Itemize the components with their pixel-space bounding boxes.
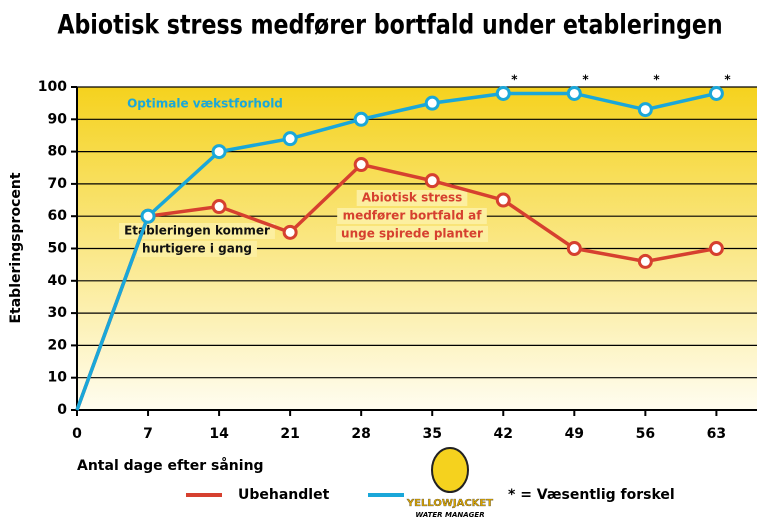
x-tick-label: 63 — [707, 426, 726, 442]
point — [637, 253, 653, 269]
logo-bee — [431, 447, 469, 493]
point — [566, 241, 582, 256]
annotation-bg — [119, 223, 275, 239]
annotation-bg — [335, 226, 489, 242]
chart-title: Abiotisk stress medfører bortfald under … — [57, 9, 722, 41]
x-tick-label: 42 — [494, 426, 513, 442]
x-tick-label: 21 — [280, 426, 299, 442]
point — [353, 111, 369, 127]
y-tick-label: 40 — [48, 273, 68, 289]
y-tick-label: 100 — [38, 79, 67, 95]
logo-subtext: WATER MANAGER — [415, 511, 484, 519]
x-tick-label: 28 — [351, 426, 370, 442]
y-axis-label: Etableringsprocent — [8, 172, 24, 323]
annotation-bg — [337, 208, 487, 224]
footnote: * = Væsentlig forskel — [508, 487, 675, 503]
x-tick-label: 49 — [565, 426, 584, 442]
annotation: Optimale vækstforhold — [127, 97, 283, 111]
x-tick-label: 56 — [636, 426, 655, 442]
annotation: medfører bortfald af — [343, 209, 483, 223]
x-tick-label: 35 — [422, 426, 441, 442]
legend-label: YELLOWJACKET — [406, 498, 493, 509]
y-tick-label: 60 — [48, 208, 68, 224]
point — [708, 241, 724, 256]
annotation: Etableringen kommer — [124, 224, 270, 238]
x-tick-label: 14 — [209, 426, 229, 442]
annotation-bg — [356, 190, 468, 206]
point — [353, 157, 369, 173]
significance-mark: * — [653, 73, 660, 87]
annotation: Abiotisk stress — [362, 191, 463, 205]
point — [708, 85, 724, 101]
point — [282, 224, 298, 240]
x-tick-label: 7 — [143, 426, 153, 442]
point — [424, 95, 440, 111]
point — [211, 199, 227, 215]
point — [211, 144, 227, 160]
x-axis-label: Antal dage efter såning — [77, 457, 264, 474]
y-tick-label: 20 — [48, 337, 68, 353]
y-tick-label: 90 — [48, 111, 68, 127]
series-line — [75, 162, 717, 411]
annotation: hurtigere i gang — [142, 242, 252, 256]
annotation: unge spirede planter — [341, 227, 483, 241]
series-line — [75, 91, 717, 411]
y-tick-label: 50 — [48, 241, 68, 257]
legend-label: Ubehandlet — [238, 487, 330, 503]
significance-mark: * — [724, 73, 731, 87]
y-tick-label: 80 — [48, 144, 68, 160]
point — [424, 173, 440, 189]
significance-mark: * — [511, 73, 518, 87]
point — [495, 85, 511, 101]
significance-mark: * — [582, 73, 589, 87]
y-tick-label: 70 — [48, 176, 68, 192]
point — [637, 102, 653, 118]
point — [140, 208, 156, 224]
annotation-bg — [137, 241, 257, 257]
y-tick-label: 10 — [48, 370, 68, 386]
x-tick-label: 0 — [72, 426, 82, 442]
point — [566, 85, 582, 101]
y-tick-label: 0 — [57, 402, 67, 418]
y-tick-label: 30 — [48, 305, 68, 321]
point — [495, 192, 511, 208]
point — [282, 131, 298, 147]
